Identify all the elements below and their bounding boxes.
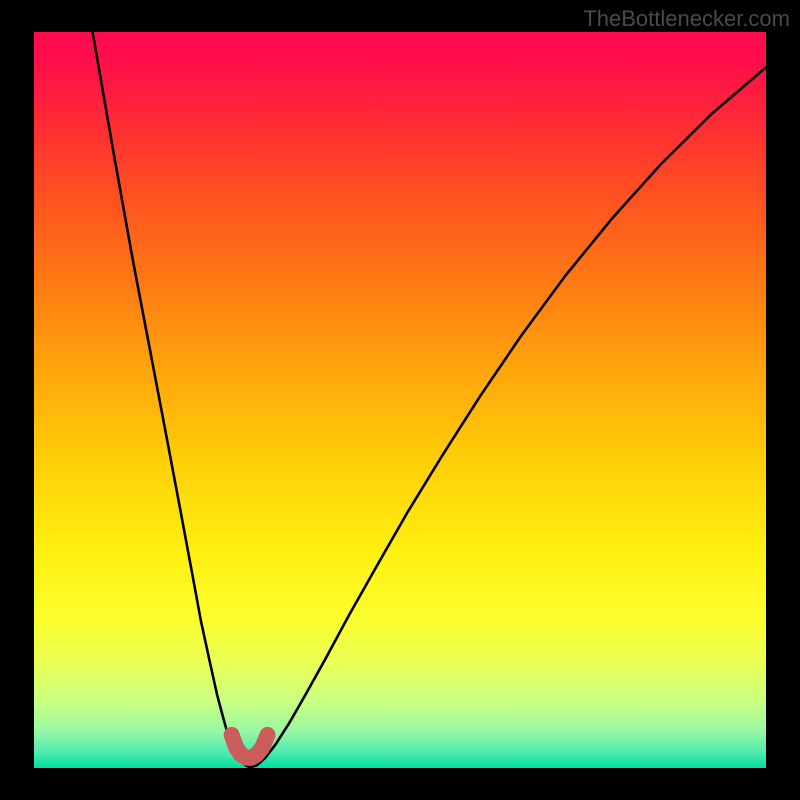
watermark-text: TheBottlenecker.com (583, 6, 790, 32)
optimum-marker (34, 32, 766, 768)
bottleneck-chart (34, 32, 766, 768)
